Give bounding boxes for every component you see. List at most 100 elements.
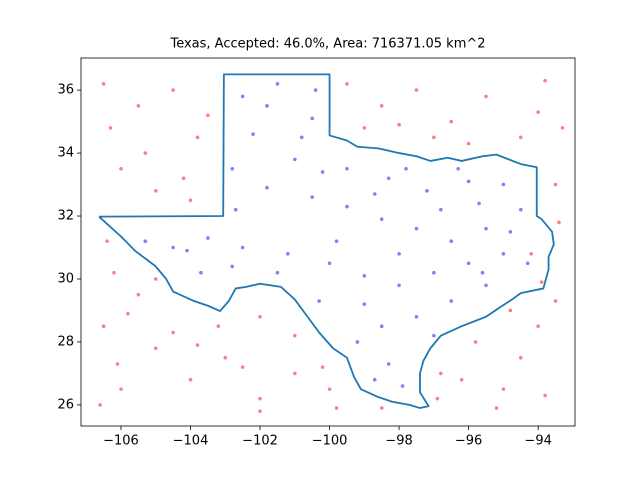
- point: [327, 387, 332, 391]
- point: [484, 94, 488, 99]
- point: [518, 135, 523, 140]
- point: [477, 201, 481, 206]
- point: [379, 104, 384, 108]
- point: [379, 324, 384, 329]
- point: [230, 167, 235, 171]
- point: [105, 239, 109, 244]
- point: [435, 396, 440, 401]
- point: [275, 82, 280, 86]
- point: [362, 274, 367, 278]
- point: [153, 189, 158, 193]
- y-tick-label: 34: [57, 146, 74, 161]
- point: [432, 333, 436, 338]
- point: [362, 302, 367, 306]
- point: [425, 189, 429, 193]
- point: [265, 104, 269, 108]
- point: [553, 299, 558, 303]
- point: [136, 104, 141, 108]
- point: [560, 126, 565, 130]
- point: [414, 226, 419, 231]
- point: [459, 377, 464, 382]
- point: [334, 406, 339, 410]
- point: [480, 270, 485, 275]
- point: [199, 270, 203, 275]
- point: [299, 135, 304, 140]
- y-tick-label: 36: [57, 83, 74, 98]
- point: [251, 132, 255, 136]
- point: [362, 126, 367, 130]
- point: [501, 182, 506, 187]
- point: [126, 311, 130, 316]
- point: [397, 122, 401, 127]
- point: [400, 384, 405, 388]
- point: [310, 116, 314, 121]
- point: [240, 94, 245, 99]
- point: [206, 236, 210, 240]
- point: [320, 365, 325, 369]
- point: [414, 314, 419, 319]
- point: [557, 220, 561, 225]
- point: [484, 226, 488, 231]
- outline: [98, 73, 555, 409]
- point: [188, 198, 193, 203]
- point: [414, 88, 419, 92]
- point: [188, 377, 193, 382]
- point: [98, 403, 102, 407]
- point: [397, 252, 401, 256]
- point: [372, 192, 377, 196]
- point: [115, 362, 120, 366]
- point: [473, 340, 478, 344]
- y-tick-label: 28: [57, 334, 74, 349]
- point: [543, 78, 547, 83]
- point: [508, 308, 513, 313]
- point: [379, 406, 384, 410]
- point: [345, 82, 349, 86]
- point: [466, 261, 471, 266]
- point: [372, 377, 377, 382]
- x-tick-label: −102: [242, 434, 278, 449]
- point: [553, 182, 558, 187]
- point: [108, 126, 113, 130]
- point: [345, 204, 349, 209]
- point: [293, 333, 297, 338]
- point: [536, 110, 540, 114]
- point: [230, 264, 235, 269]
- point: [240, 245, 245, 250]
- point: [404, 167, 408, 171]
- point: [494, 406, 499, 410]
- point: [543, 393, 547, 398]
- point: [334, 239, 339, 244]
- point: [143, 239, 148, 244]
- point: [439, 207, 443, 212]
- point: [195, 135, 200, 140]
- chart-title: Texas, Accepted: 46.0%, Area: 716371.05 …: [169, 37, 485, 52]
- point: [136, 292, 141, 297]
- point: [525, 261, 530, 266]
- point: [185, 248, 189, 253]
- point: [101, 82, 106, 86]
- point: [439, 371, 443, 376]
- y-tick-label: 26: [57, 397, 74, 412]
- point: [171, 330, 175, 335]
- point: [310, 195, 314, 199]
- point: [101, 324, 106, 329]
- point: [317, 299, 321, 303]
- point: [216, 324, 221, 329]
- point: [119, 167, 123, 171]
- x-tick-label: −106: [103, 434, 139, 449]
- point: [119, 387, 123, 391]
- point: [379, 217, 384, 221]
- point: [258, 314, 262, 319]
- point: [327, 261, 332, 266]
- point: [432, 135, 436, 140]
- point: [240, 365, 245, 369]
- point: [501, 252, 506, 256]
- point: [275, 270, 280, 275]
- point: [286, 252, 290, 256]
- point: [153, 277, 158, 281]
- point: [432, 270, 436, 275]
- point: [539, 280, 544, 284]
- point: [345, 167, 349, 171]
